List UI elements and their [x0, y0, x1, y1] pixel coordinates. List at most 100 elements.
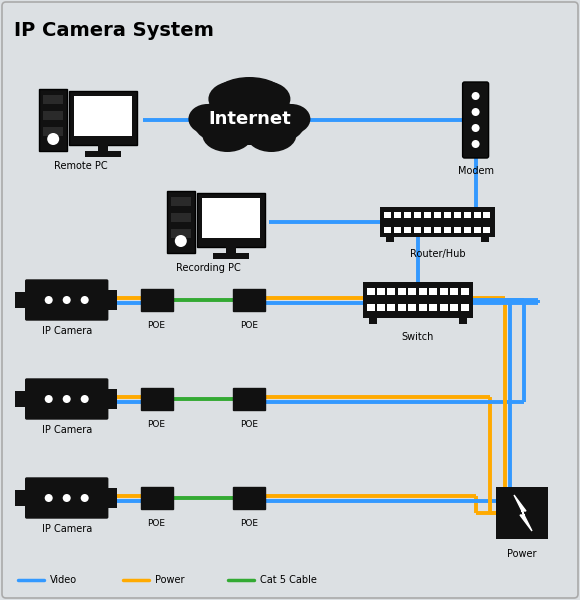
Text: POE: POE: [240, 321, 259, 330]
Text: POE: POE: [240, 519, 259, 528]
Circle shape: [81, 395, 89, 403]
Bar: [386, 237, 394, 242]
Circle shape: [45, 296, 53, 304]
Text: IP Camera System: IP Camera System: [14, 20, 214, 40]
Ellipse shape: [253, 102, 306, 142]
Bar: [450, 304, 458, 311]
FancyBboxPatch shape: [69, 91, 137, 145]
Bar: [483, 226, 491, 232]
Ellipse shape: [208, 81, 260, 117]
Bar: [444, 211, 451, 217]
Bar: [481, 237, 490, 242]
Ellipse shape: [246, 118, 296, 152]
Bar: [398, 288, 406, 295]
Text: IP Camera: IP Camera: [42, 524, 92, 534]
FancyBboxPatch shape: [167, 191, 195, 253]
Bar: [107, 290, 117, 310]
Circle shape: [175, 235, 187, 247]
Bar: [444, 226, 451, 232]
Bar: [362, 282, 473, 318]
Bar: [440, 288, 448, 295]
Bar: [408, 304, 416, 311]
Bar: [394, 226, 401, 232]
Bar: [74, 96, 132, 136]
Bar: [140, 388, 173, 410]
Bar: [171, 229, 191, 238]
Text: Power: Power: [508, 549, 536, 559]
Text: POE: POE: [147, 519, 166, 528]
Bar: [107, 389, 117, 409]
Bar: [434, 211, 441, 217]
Text: POE: POE: [240, 420, 259, 429]
Ellipse shape: [215, 77, 284, 113]
Bar: [404, 226, 411, 232]
Ellipse shape: [205, 89, 293, 145]
Bar: [440, 304, 448, 311]
Ellipse shape: [193, 102, 245, 142]
Bar: [394, 211, 401, 217]
Circle shape: [45, 494, 53, 502]
Bar: [107, 488, 117, 508]
Text: Internet: Internet: [208, 110, 291, 128]
Bar: [233, 487, 266, 509]
Bar: [367, 288, 375, 295]
Bar: [483, 211, 491, 217]
Bar: [226, 244, 236, 254]
Circle shape: [47, 133, 59, 145]
Bar: [377, 304, 385, 311]
Bar: [377, 288, 385, 295]
Bar: [380, 207, 495, 237]
Ellipse shape: [202, 118, 252, 152]
Bar: [43, 111, 63, 120]
Text: Cat 5 Cable: Cat 5 Cable: [260, 575, 317, 585]
Bar: [14, 391, 27, 407]
Bar: [473, 211, 480, 217]
Circle shape: [472, 108, 480, 116]
Bar: [419, 288, 427, 295]
Bar: [171, 213, 191, 222]
Text: Router/Hub: Router/Hub: [410, 249, 466, 259]
Text: POE: POE: [147, 321, 166, 330]
Circle shape: [63, 296, 71, 304]
Circle shape: [63, 395, 71, 403]
FancyBboxPatch shape: [463, 82, 488, 158]
Bar: [419, 304, 427, 311]
Bar: [202, 198, 260, 238]
FancyBboxPatch shape: [26, 280, 108, 320]
Bar: [404, 211, 411, 217]
Bar: [140, 487, 173, 509]
Bar: [233, 289, 266, 311]
Bar: [14, 292, 27, 308]
Text: IP Camera: IP Camera: [42, 326, 92, 336]
Circle shape: [472, 140, 480, 148]
Circle shape: [63, 494, 71, 502]
Ellipse shape: [273, 104, 310, 134]
Text: IP Camera: IP Camera: [42, 425, 92, 435]
Bar: [429, 304, 437, 311]
Bar: [434, 226, 441, 232]
Circle shape: [472, 92, 480, 100]
Text: Modem: Modem: [458, 166, 494, 176]
Text: Power: Power: [155, 575, 184, 585]
Bar: [233, 388, 266, 410]
Bar: [473, 226, 480, 232]
Bar: [85, 151, 121, 157]
FancyBboxPatch shape: [197, 193, 265, 247]
Text: Recording PC: Recording PC: [176, 263, 241, 273]
Bar: [429, 288, 437, 295]
Circle shape: [81, 296, 89, 304]
Bar: [408, 288, 416, 295]
Ellipse shape: [238, 81, 291, 117]
Circle shape: [472, 124, 480, 132]
Bar: [398, 304, 406, 311]
Circle shape: [81, 494, 89, 502]
Bar: [387, 288, 396, 295]
Bar: [367, 304, 375, 311]
Bar: [43, 95, 63, 104]
Bar: [424, 226, 431, 232]
Bar: [14, 490, 27, 506]
Bar: [463, 211, 470, 217]
Circle shape: [45, 395, 53, 403]
Bar: [43, 127, 63, 136]
Bar: [387, 304, 396, 311]
